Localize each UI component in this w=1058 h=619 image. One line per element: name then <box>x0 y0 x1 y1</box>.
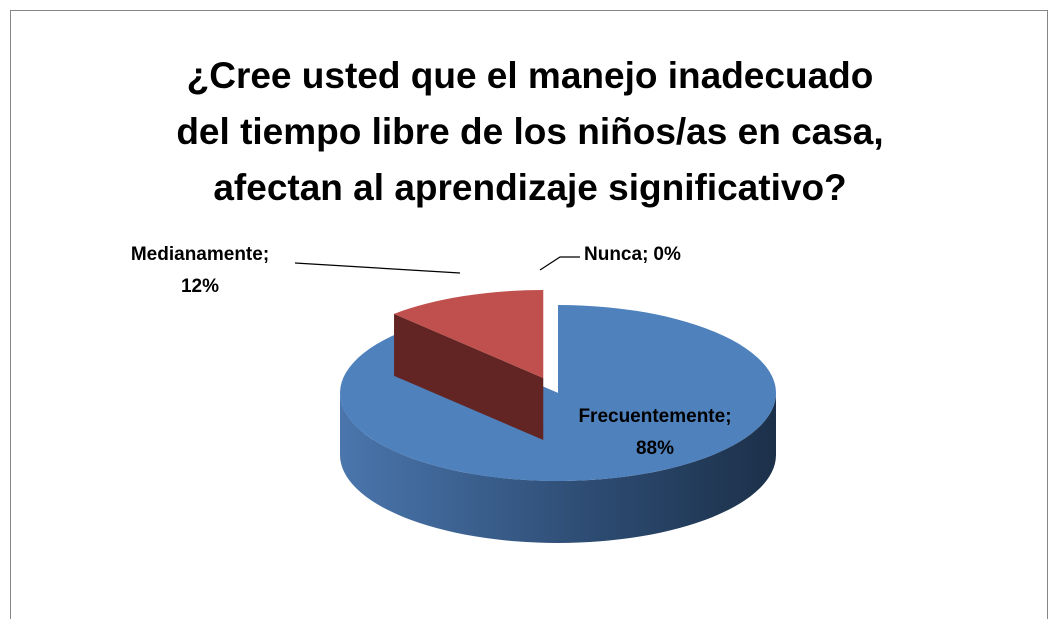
label-name: Medianamente <box>131 244 263 265</box>
chart-title: ¿Cree usted que el manejo inadecuado <box>187 55 874 96</box>
label-separator: ; <box>725 406 731 427</box>
chart-border <box>10 10 1048 619</box>
leader-line <box>539 256 580 271</box>
data-label: Medianamente; 12% <box>131 244 269 297</box>
label-value: 0% <box>653 244 681 265</box>
slice-top <box>394 289 544 378</box>
data-label: Nunca; 0% <box>584 244 681 265</box>
label-separator: ; <box>642 244 648 265</box>
slice <box>394 289 544 440</box>
chart-title: del tiempo libre de los niños/as en casa… <box>176 111 883 152</box>
leader-line <box>294 262 461 274</box>
slice-side <box>340 393 776 543</box>
chart-title: afectan al aprendizaje significativo? <box>213 167 846 208</box>
label-value: 12% <box>181 276 219 297</box>
data-label: Frecuentemente; 88% <box>578 406 731 459</box>
slice-cut-face <box>394 313 544 440</box>
label-name: Nunca <box>584 244 643 265</box>
label-value: 88% <box>636 438 674 459</box>
label-separator: ; <box>263 244 269 265</box>
label-name: Frecuentemente <box>578 406 725 427</box>
